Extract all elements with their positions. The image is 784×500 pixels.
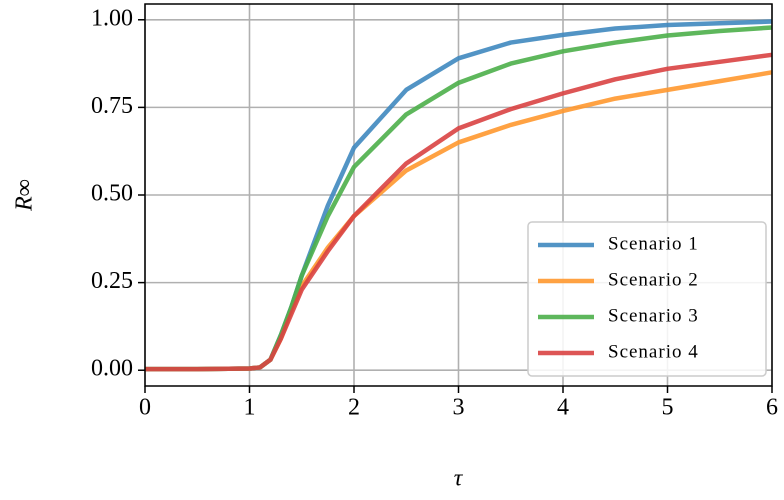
y-tick-label: 0.50 (91, 181, 133, 207)
axes-frame (144, 3, 773, 387)
x-tick-label: 5 (662, 395, 674, 421)
legend-label: Scenario 3 (608, 305, 699, 326)
x-tick-label: 1 (244, 395, 256, 421)
y-tick-label: 0.00 (91, 356, 133, 382)
x-tick-label: 2 (348, 395, 360, 421)
legend-label: Scenario 1 (608, 233, 699, 254)
y-axis-label: R∞ (12, 179, 38, 212)
y-tick-label: 0.75 (91, 93, 133, 119)
x-tick-label: 6 (766, 395, 778, 421)
legend-label: Scenario 4 (608, 341, 699, 362)
x-tick-label: 4 (557, 395, 569, 421)
x-tick-label: 0 (139, 395, 151, 421)
legend-label: Scenario 2 (608, 269, 699, 290)
x-tick-label: 3 (453, 395, 465, 421)
legend-box (527, 221, 767, 377)
y-tick-label: 1.00 (91, 5, 133, 31)
y-tick-label: 0.25 (91, 268, 133, 294)
series-line (145, 52, 773, 372)
x-axis-label: τ (454, 466, 464, 492)
